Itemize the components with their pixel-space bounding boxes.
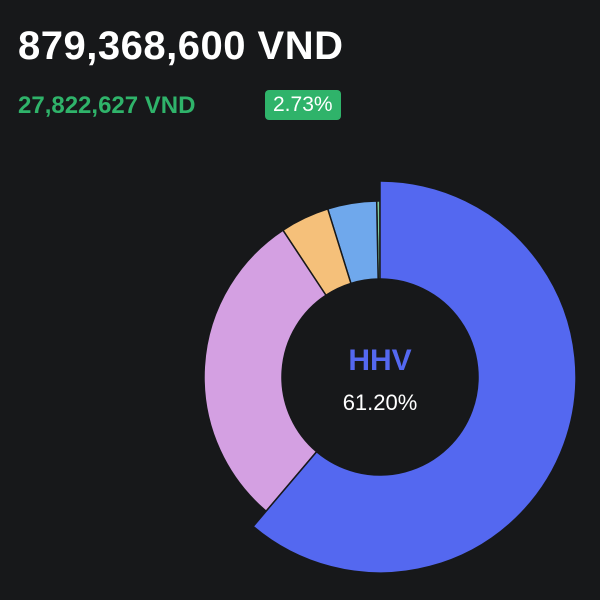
donut-segment xyxy=(203,229,327,513)
change-amount: 27,822,627 VND xyxy=(18,92,196,119)
center-value: 61.20% xyxy=(343,390,418,415)
balance: 879,368,600 VND xyxy=(18,24,344,68)
donut-segment xyxy=(281,208,352,297)
center-label: HHV xyxy=(348,344,411,377)
change-badge: 2.73% xyxy=(265,90,341,120)
donut-segment xyxy=(252,180,577,574)
donut-segment xyxy=(326,200,379,285)
